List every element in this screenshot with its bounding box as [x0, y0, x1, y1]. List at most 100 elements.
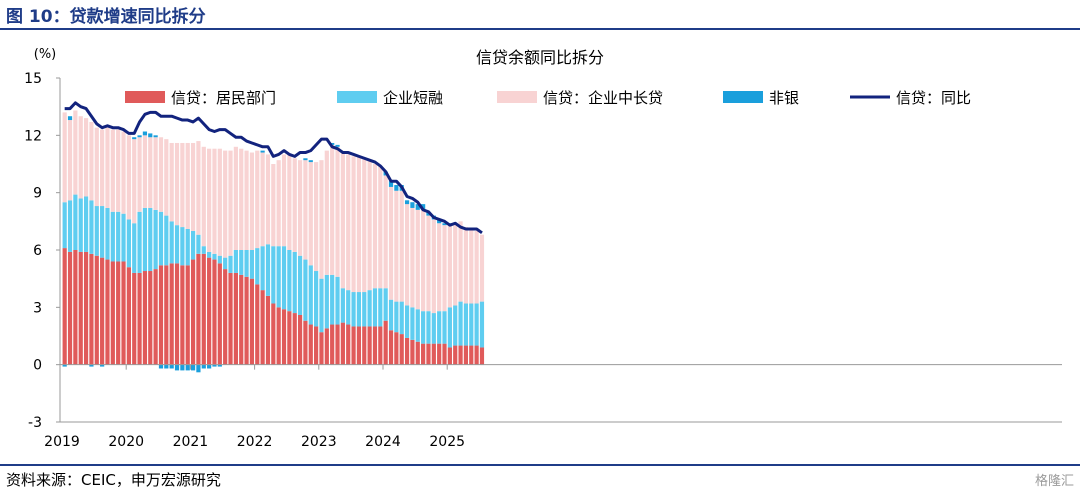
- bar-segment: [217, 364, 222, 367]
- bar-segment: [447, 307, 452, 348]
- bar-segment: [292, 313, 297, 365]
- bar-segment: [223, 269, 228, 365]
- bar-segment: [185, 228, 190, 266]
- bar-segment: [196, 234, 201, 254]
- bar-segment: [142, 271, 148, 365]
- bar-segment: [330, 274, 335, 325]
- bar-segment: [89, 121, 94, 201]
- bar-segment: [105, 127, 110, 208]
- bar-segment: [174, 364, 180, 371]
- bar-segment: [324, 150, 329, 275]
- bar-segment: [356, 156, 362, 293]
- bar-segment: [335, 276, 340, 325]
- bar-segment: [260, 150, 265, 153]
- bar-segment: [314, 162, 319, 272]
- bar-segment: [158, 211, 164, 266]
- bar-segment: [383, 288, 388, 321]
- bar-segment: [276, 246, 281, 308]
- x-tick-label: 2023: [301, 434, 337, 450]
- bar-segment: [281, 246, 287, 310]
- bar-segment: [233, 250, 238, 273]
- legend-swatch: [723, 91, 763, 103]
- legend-label: 信贷：同比: [896, 89, 971, 107]
- bar-segment: [421, 209, 426, 312]
- bar-segment: [174, 263, 180, 365]
- bar-segment: [453, 225, 458, 306]
- bar-segment: [105, 259, 110, 365]
- bar-segment: [388, 181, 394, 187]
- bar-segment: [292, 251, 297, 314]
- bar-segment: [244, 250, 249, 277]
- bar-segment: [185, 364, 190, 371]
- bar-segment: [431, 313, 436, 344]
- bar-segment: [388, 330, 394, 365]
- bar-segment: [324, 274, 329, 329]
- bar-segment: [89, 364, 94, 367]
- bar-segment: [404, 200, 410, 205]
- legend-label: 企业短融: [383, 89, 443, 107]
- bar-segment: [148, 137, 153, 208]
- bar-segment: [126, 135, 131, 220]
- bar-segment: [383, 320, 388, 365]
- bar-segment: [62, 248, 67, 365]
- bar-segment: [383, 175, 388, 289]
- bar-segment: [100, 129, 105, 207]
- bar-segment: [319, 332, 324, 365]
- bar-segment: [169, 142, 174, 222]
- bar-segment: [351, 326, 356, 365]
- bar-segment: [73, 194, 78, 250]
- bar-segment: [78, 251, 83, 365]
- x-tick-label: 2021: [173, 434, 209, 450]
- bar-segment: [196, 253, 201, 365]
- bar-segment: [137, 211, 142, 273]
- bar-segment: [458, 301, 463, 346]
- figure-title: 图 10：贷款增速同比拆分: [6, 7, 206, 27]
- bar-segment: [185, 142, 190, 229]
- bar-segment: [239, 148, 244, 250]
- bar-segment: [169, 263, 174, 365]
- bar-segment: [100, 364, 105, 367]
- axes: -3 0 3 6 9 12 15 2019 2020 2021 2022 2023 2024 2025: [24, 71, 1062, 450]
- bar-segment: [437, 223, 442, 312]
- bar-segment: [437, 343, 442, 365]
- bar-segment: [158, 364, 164, 369]
- legend-label: 信贷：居民部门: [171, 89, 276, 107]
- bar-segment: [421, 204, 426, 210]
- line-path: [64, 101, 483, 235]
- bar-segment: [153, 135, 158, 138]
- bar-segment: [100, 257, 105, 365]
- bar-segment: [410, 202, 415, 208]
- bar-segment: [399, 190, 404, 302]
- bar-segment: [217, 255, 222, 264]
- bar-segment: [148, 133, 153, 138]
- bar-segment: [62, 202, 67, 249]
- bar-segment: [426, 215, 431, 312]
- bar-segment: [249, 250, 255, 279]
- bar-segment: [378, 288, 383, 327]
- bar-segment: [137, 135, 142, 138]
- bar-segment: [287, 154, 292, 250]
- bar-segment: [463, 227, 469, 304]
- legend-label: 非银: [769, 89, 799, 107]
- bar-segment: [169, 364, 174, 369]
- bar-segment: [319, 160, 324, 279]
- bar-segment: [474, 230, 479, 304]
- bar-segment: [83, 196, 89, 252]
- bar-segment: [362, 292, 367, 327]
- bar-segment: [346, 324, 351, 365]
- bar-segment: [340, 322, 345, 365]
- x-tick-label: 2024: [365, 434, 401, 450]
- bar-segment: [479, 301, 485, 348]
- bar-segment: [73, 250, 78, 365]
- bar-segment: [142, 135, 148, 208]
- total-yoy-line: [64, 101, 483, 235]
- bar-segment: [180, 265, 185, 365]
- x-tick-label: 2020: [108, 434, 144, 450]
- bar-series: [62, 110, 485, 373]
- bar-segment: [212, 253, 217, 260]
- x-tick-label: 2019: [44, 434, 80, 450]
- bar-segment: [126, 267, 131, 365]
- bar-segment: [479, 234, 485, 302]
- bar-segment: [116, 129, 121, 212]
- bar-segment: [260, 152, 265, 247]
